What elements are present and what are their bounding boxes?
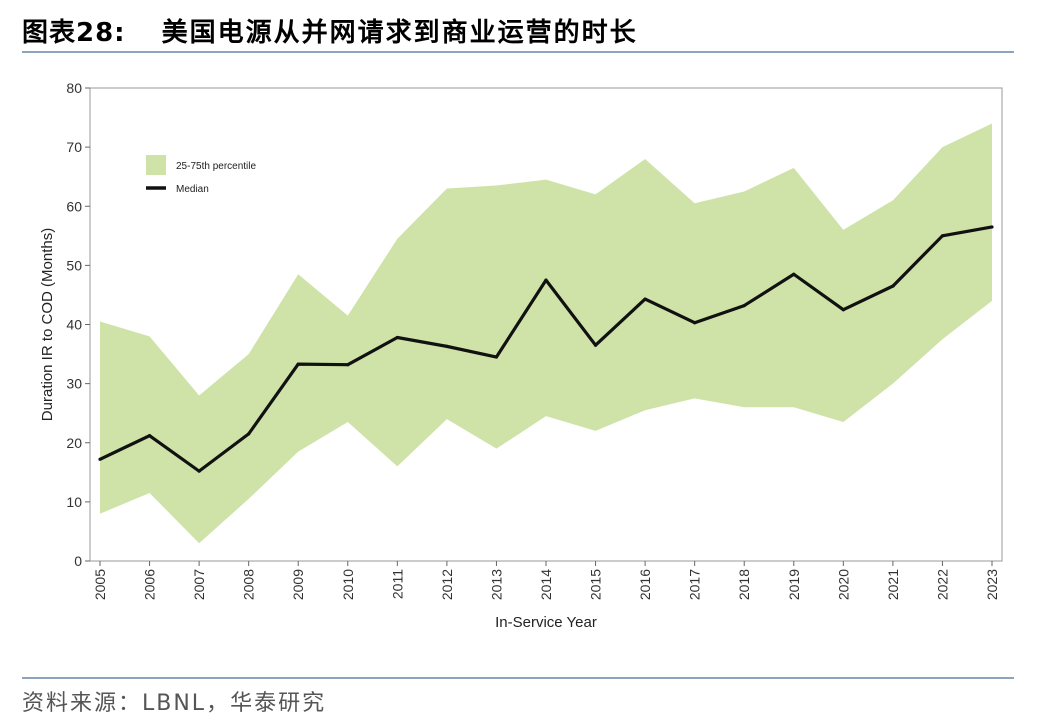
y-tick-label-30: 30	[66, 376, 82, 392]
x-tick-label-2009: 2009	[290, 569, 306, 600]
x-tick-label-2015: 2015	[588, 569, 604, 600]
median-point-2021	[891, 284, 895, 288]
y-tick-label-50: 50	[66, 257, 82, 273]
median-point-2009	[296, 362, 300, 366]
y-tick-label-70: 70	[66, 139, 82, 155]
x-tick-label-2012: 2012	[439, 569, 455, 600]
median-point-2005	[98, 457, 102, 461]
y-tick-label-10: 10	[66, 494, 82, 510]
x-tick-label-2010: 2010	[340, 569, 356, 600]
median-point-2011	[395, 335, 399, 340]
x-tick-label-2016: 2016	[637, 569, 653, 600]
y-tick-label-60: 60	[66, 198, 82, 214]
y-axis-title: Duration IR to COD (Months)	[39, 228, 56, 421]
chart-area: 0 10 20 30 40 50 60 70 80 2005 2006 2007 2008 2009 201…	[39, 80, 1003, 631]
median-point-2008	[247, 432, 251, 436]
x-tick-label-2023: 2023	[984, 569, 1000, 600]
legend-swatch-band	[146, 155, 166, 175]
title-row: 图表28: 美国电源从并网请求到商业运营的时长	[22, 10, 638, 50]
figure-label: 图表28:	[22, 17, 126, 48]
y-tick-label-80: 80	[66, 80, 82, 96]
y-tick-label-0: 0	[74, 553, 82, 569]
median-point-2023	[990, 225, 994, 229]
median-point-2016	[643, 297, 647, 301]
x-tick-label-2013: 2013	[488, 569, 504, 600]
median-point-2014	[544, 278, 548, 282]
x-tick-label-2017: 2017	[687, 569, 703, 600]
median-point-2017	[693, 321, 697, 325]
source-note: 资料来源：LBNL，华泰研究	[22, 691, 327, 716]
bottom-divider	[22, 677, 1014, 679]
y-tick-label-40: 40	[66, 317, 82, 333]
median-point-2013	[494, 355, 499, 359]
x-tick-label-2006: 2006	[142, 569, 158, 600]
x-tick-label-2020: 2020	[835, 569, 851, 600]
median-point-2020	[841, 308, 845, 312]
x-tick-label-2022: 2022	[934, 569, 950, 600]
y-tick-label-20: 20	[66, 435, 82, 451]
percentile-band	[100, 123, 992, 544]
median-point-2018	[742, 303, 746, 308]
x-tick-label-2005: 2005	[92, 569, 108, 600]
median-point-2010	[346, 363, 350, 367]
median-point-2007	[197, 469, 201, 473]
legend-label-median: Median	[176, 184, 209, 195]
legend-label-band: 25-75th percentile	[176, 161, 256, 172]
x-axis-title: In-Service Year	[495, 614, 597, 631]
x-tick-label-2019: 2019	[786, 569, 802, 600]
x-tick-label-2011: 2011	[389, 569, 405, 599]
median-point-2019	[792, 272, 796, 276]
x-tick-label-2007: 2007	[191, 569, 207, 600]
median-point-2006	[147, 434, 152, 438]
x-tick-label-2014: 2014	[538, 569, 554, 600]
median-point-2015	[593, 343, 598, 347]
x-tick-label-2008: 2008	[241, 569, 257, 600]
top-divider	[22, 51, 1014, 53]
x-tick-label-2021: 2021	[885, 569, 901, 600]
median-point-2022	[940, 234, 945, 238]
median-point-2012	[445, 344, 449, 348]
x-tick-label-2018: 2018	[736, 569, 752, 600]
chart-title: 美国电源从并网请求到商业运营的时长	[161, 17, 638, 48]
